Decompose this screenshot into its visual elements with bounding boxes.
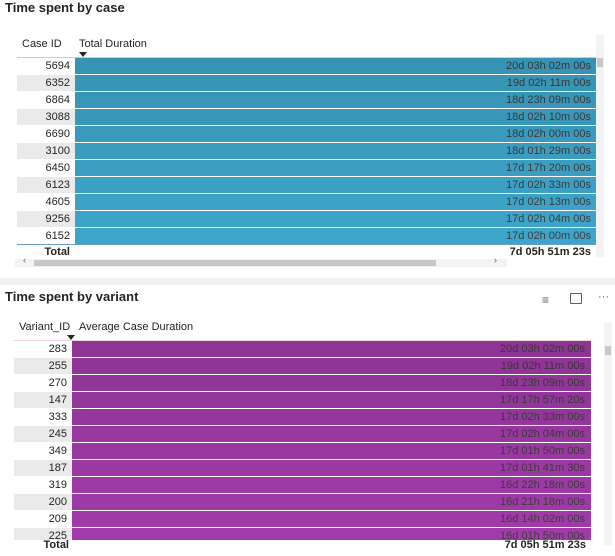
variant-table-title: Time spent by variant xyxy=(5,289,139,304)
vertical-scrollbar[interactable] xyxy=(604,323,612,545)
visual-separator xyxy=(0,278,615,285)
total-label: Total xyxy=(44,246,70,258)
row-id: 3088 xyxy=(17,109,75,125)
total-label: Total xyxy=(43,539,69,551)
data-bar: 18d 02h 00m 00s xyxy=(75,126,597,142)
data-bar: 17d 02h 13m 00s xyxy=(75,194,597,210)
total-value: 7d 05h 51m 23s xyxy=(504,539,586,551)
data-bar: 16d 14h 02m 00s xyxy=(72,511,591,527)
data-bar: 18d 01h 29m 00s xyxy=(75,143,597,159)
row-id: 3100 xyxy=(17,143,75,159)
table-row[interactable]: 255 19d 02h 11m 00s xyxy=(14,358,591,375)
scroll-right-icon[interactable]: › xyxy=(494,255,497,265)
data-bar: 17d 02h 33m 00s xyxy=(75,177,597,193)
scroll-left-icon[interactable]: ‹ xyxy=(23,255,26,265)
table-row[interactable]: 187 17d 01h 41m 30s xyxy=(14,460,591,477)
data-bar: 17d 01h 41m 30s xyxy=(72,460,591,476)
row-id: 200 xyxy=(14,494,72,510)
variant-table-viewport: 283 20d 03h 02m 00s 255 19d 02h 11m 00s 270 1… xyxy=(14,341,591,540)
row-id: 147 xyxy=(14,392,72,408)
variant-total-row: Total 7d 05h 51m 23s xyxy=(14,539,591,551)
data-bar: 17d 02h 33m 00s xyxy=(72,409,591,425)
table-row[interactable]: 283 20d 03h 02m 00s xyxy=(14,341,591,358)
data-bar: 18d 02h 10m 00s xyxy=(75,109,597,125)
filter-icon[interactable]: ≡ xyxy=(542,293,550,307)
case-table-body: 5694 20d 03h 02m 00s 6352 19d 02h 11m 00s 68… xyxy=(17,58,597,245)
row-id: 209 xyxy=(48,513,67,525)
variant-table-body: 283 20d 03h 02m 00s 255 19d 02h 11m 00s 270 1… xyxy=(14,341,591,540)
row-id: 225 xyxy=(14,528,72,540)
table-row[interactable]: 319 16d 22h 18m 00s xyxy=(14,477,591,494)
focus-mode-icon[interactable] xyxy=(570,293,582,304)
row-id: 187 xyxy=(14,460,72,476)
total-value: 7d 05h 51m 23s xyxy=(509,246,591,258)
data-bar: 16d 22h 18m 00s xyxy=(72,477,591,493)
table-row[interactable]: 333 17d 02h 33m 00s xyxy=(14,409,591,426)
table-row[interactable]: 225 16d 01h 50m 00s xyxy=(14,528,591,540)
table-row[interactable]: 6864 18d 23h 09m 00s xyxy=(17,92,597,109)
data-bar: 19d 02h 11m 00s xyxy=(72,358,591,374)
data-bar: 18d 23h 09m 00s xyxy=(72,375,591,391)
table-row[interactable]: 245 17d 02h 04m 00s xyxy=(14,426,591,443)
row-id: 4605 xyxy=(45,196,70,208)
column-header-average-case-duration[interactable]: Average Case Duration xyxy=(79,321,194,333)
table-row[interactable]: 3088 18d 02h 10m 00s xyxy=(17,109,597,126)
data-bar: 20d 03h 02m 00s xyxy=(72,341,591,357)
data-bar: 17d 17h 20m 00s xyxy=(75,160,597,176)
variant-table-visual: Time spent by variant ≡ ··· Variant_ID A… xyxy=(0,285,615,556)
case-table-title: Time spent by case xyxy=(5,0,125,15)
data-bar: 17d 02h 04m 00s xyxy=(75,211,597,227)
row-id: 319 xyxy=(48,479,67,491)
row-id: 255 xyxy=(14,358,72,374)
sort-descending-icon xyxy=(67,335,75,340)
table-row[interactable]: 6352 19d 02h 11m 00s xyxy=(17,75,597,92)
vertical-scrollbar[interactable] xyxy=(596,35,604,257)
row-id: 6690 xyxy=(45,128,70,140)
table-row[interactable]: 270 18d 23h 09m 00s xyxy=(14,375,591,392)
data-bar: 18d 23h 09m 00s xyxy=(75,92,597,108)
data-bar: 17d 02h 00m 00s xyxy=(75,228,597,244)
column-header-case-id[interactable]: Case ID xyxy=(22,38,62,50)
row-id: 270 xyxy=(48,377,67,389)
table-row[interactable]: 6450 17d 17h 20m 00s xyxy=(17,160,597,177)
data-bar: 16d 01h 50m 00s xyxy=(72,528,591,540)
horizontal-scrollbar[interactable] xyxy=(15,259,507,267)
row-id: 6352 xyxy=(17,75,75,91)
row-id: 6450 xyxy=(45,162,70,174)
case-table-visual: Time spent by case Case ID Total Duratio… xyxy=(5,0,604,267)
table-row[interactable]: 5694 20d 03h 02m 00s xyxy=(17,58,597,75)
column-header-variant-id[interactable]: Variant_ID xyxy=(19,321,71,333)
data-bar: 17d 01h 50m 00s xyxy=(72,443,591,459)
table-row[interactable]: 3100 18d 01h 29m 00s xyxy=(17,143,597,160)
more-options-icon[interactable]: ··· xyxy=(598,291,609,303)
row-id: 245 xyxy=(14,426,72,442)
data-bar: 19d 02h 11m 00s xyxy=(75,75,597,91)
row-id: 6123 xyxy=(17,177,75,193)
data-bar: 16d 21h 18m 00s xyxy=(72,494,591,510)
row-id: 283 xyxy=(48,343,67,355)
table-row[interactable]: 4605 17d 02h 13m 00s xyxy=(17,194,597,211)
table-row[interactable]: 147 17d 17h 57m 20s xyxy=(14,392,591,409)
table-row[interactable]: 6690 18d 02h 00m 00s xyxy=(17,126,597,143)
row-id: 9256 xyxy=(17,211,75,227)
table-row[interactable]: 200 16d 21h 18m 00s xyxy=(14,494,591,511)
row-id: 6864 xyxy=(45,94,70,106)
data-bar: 20d 03h 02m 00s xyxy=(75,58,597,74)
table-row[interactable]: 349 17d 01h 50m 00s xyxy=(14,443,591,460)
table-row[interactable]: 6123 17d 02h 33m 00s xyxy=(17,177,597,194)
row-id: 5694 xyxy=(45,60,70,72)
data-bar: 17d 17h 57m 20s xyxy=(72,392,591,408)
case-total-row: Total 7d 05h 51m 23s xyxy=(17,246,597,258)
table-row[interactable]: 209 16d 14h 02m 00s xyxy=(14,511,591,528)
sort-descending-icon xyxy=(79,52,87,57)
row-id: 349 xyxy=(48,445,67,457)
row-id: 6152 xyxy=(45,230,70,242)
row-id: 333 xyxy=(48,411,67,423)
column-header-total-duration[interactable]: Total Duration xyxy=(79,38,147,50)
table-row[interactable]: 6152 17d 02h 00m 00s xyxy=(17,228,597,245)
table-row[interactable]: 9256 17d 02h 04m 00s xyxy=(17,211,597,228)
data-bar: 17d 02h 04m 00s xyxy=(72,426,591,442)
